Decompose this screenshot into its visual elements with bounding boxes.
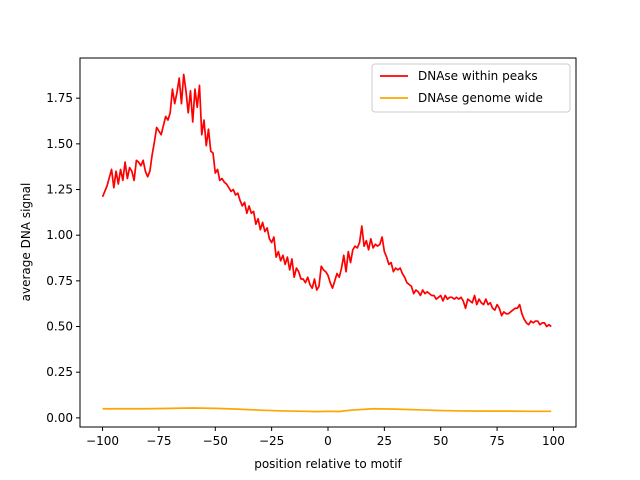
y-axis-label: average DNA signal	[19, 183, 33, 302]
x-tick-label: −50	[203, 434, 228, 448]
y-tick-label: 0.25	[46, 365, 73, 379]
y-tick-label: 0.50	[46, 320, 73, 334]
y-tick-label: 1.00	[46, 228, 73, 242]
x-tick-label: −100	[86, 434, 119, 448]
series-line-dnase-genome-wide	[102, 407, 552, 413]
y-tick-label: 0.75	[46, 274, 73, 288]
y-tick-label: 0.00	[46, 411, 73, 425]
x-tick-label: 0	[324, 434, 332, 448]
x-tick-label: 100	[542, 434, 565, 448]
legend-frame	[371, 63, 571, 113]
x-tick-label: −25	[259, 434, 284, 448]
legend-label-dnase-genome-wide: DNAse genome wide	[418, 91, 543, 105]
y-tick-label: 1.75	[46, 91, 73, 105]
y-tick-label: 1.25	[46, 183, 73, 197]
x-tick-label: 75	[489, 434, 504, 448]
x-tick-label: 50	[433, 434, 448, 448]
y-axis-ticks: 0.00 0.25 0.50 0.75 1.00 1.25 1.50 1.75	[46, 91, 80, 425]
x-axis-label: position relative to motif	[254, 457, 402, 471]
x-tick-label: 25	[377, 434, 392, 448]
y-tick-label: 1.50	[46, 137, 73, 151]
x-tick-label: −75	[146, 434, 171, 448]
legend: DNAse within peaks DNAse genome wide	[371, 63, 571, 113]
series-line-dnase-within-peaks	[101, 73, 552, 328]
series-layer	[101, 73, 552, 413]
legend-label-dnase-within-peaks: DNAse within peaks	[418, 69, 538, 83]
x-axis-ticks: −100 −75 −50 −25 0 25 50 75 100	[86, 427, 565, 448]
